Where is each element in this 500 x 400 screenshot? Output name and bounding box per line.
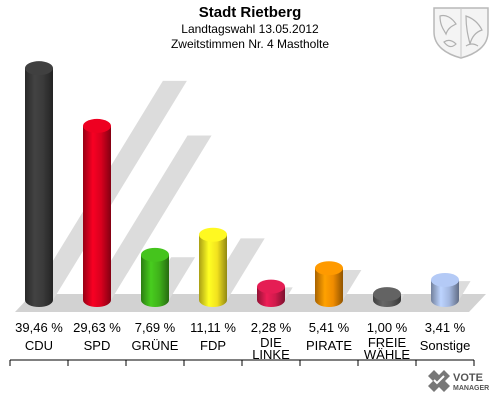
chart-header: Stadt Rietberg Landtagswahl 13.05.2012 Z… xyxy=(0,4,500,52)
bar-spd xyxy=(83,118,111,307)
category-label: DIE xyxy=(260,335,282,350)
value-label: 5,41 % xyxy=(309,320,350,335)
value-label: 2,28 % xyxy=(251,320,292,335)
bar-body xyxy=(25,68,53,307)
bar-top xyxy=(199,227,227,242)
value-label: 3,41 % xyxy=(425,320,466,335)
chart-title: Stadt Rietberg xyxy=(198,4,302,21)
logo-manager-text: MANAGER xyxy=(453,385,489,392)
value-label: 11,11 % xyxy=(190,320,236,335)
category-label: WÄHLE xyxy=(364,347,411,362)
value-label: 7,69 % xyxy=(135,320,176,335)
category-label: FREIE xyxy=(368,335,407,350)
value-label: 29,63 % xyxy=(73,320,121,335)
chart-subtitle-2: Zweitstimmen Nr. 4 Mastholte xyxy=(170,37,330,51)
bar-top xyxy=(431,272,459,287)
category-label: LINKE xyxy=(252,347,290,362)
bar-body xyxy=(431,279,459,307)
chart-subtitle: Landtagswahl 13.05.2012 xyxy=(181,22,319,36)
coat-of-arms-icon xyxy=(433,7,489,59)
value-label: 39,46 % xyxy=(15,320,63,335)
bar-top xyxy=(25,61,53,76)
bar-top xyxy=(373,287,401,302)
bar-body xyxy=(141,254,169,307)
bar-shadow xyxy=(87,135,212,300)
bar-top xyxy=(257,279,285,294)
category-label: SPD xyxy=(84,338,111,353)
bar-sonstige xyxy=(431,272,459,307)
bar-body xyxy=(315,268,343,307)
value-label: 1,00 % xyxy=(367,320,408,335)
category-label: FDP xyxy=(200,338,226,353)
bar-grüne xyxy=(141,247,169,307)
bar-top xyxy=(141,247,169,262)
logo-vote-text: VOTE xyxy=(453,372,483,384)
bar-top xyxy=(83,118,111,133)
bar-cdu xyxy=(25,61,53,307)
category-label: PIRATE xyxy=(306,338,352,353)
bar-body xyxy=(83,125,111,307)
votemanager-logo: VOTE MANAGER xyxy=(428,370,489,392)
category-label: GRÜNE xyxy=(132,338,179,353)
bar-body xyxy=(199,234,227,307)
bar-top xyxy=(315,261,343,276)
chart-floor xyxy=(15,294,486,312)
category-label: Sonstige xyxy=(420,338,471,353)
bar-fdp xyxy=(199,227,227,307)
bar-freie-wähle xyxy=(373,287,401,307)
bar-die-linke xyxy=(257,279,285,307)
bar-pirate xyxy=(315,261,343,307)
category-label: CDU xyxy=(25,338,53,353)
